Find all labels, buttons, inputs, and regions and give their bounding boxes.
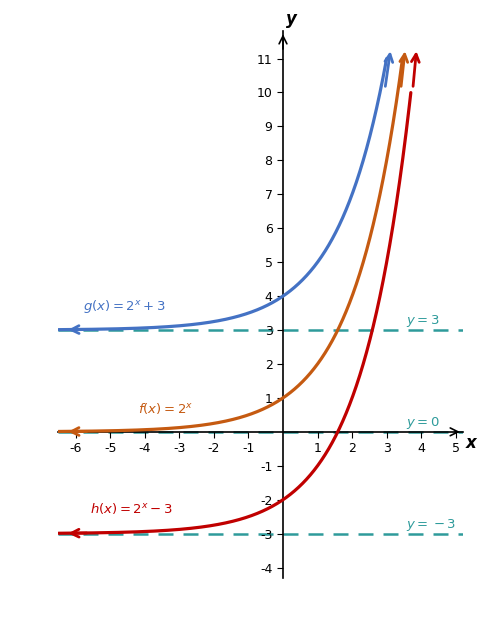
Text: $g(x) = 2^x + 3$: $g(x) = 2^x + 3$: [83, 298, 166, 315]
Text: $y = 0$: $y = 0$: [406, 414, 440, 431]
Text: $f(x) = 2^x$: $f(x) = 2^x$: [138, 401, 193, 416]
Text: x: x: [466, 433, 477, 452]
Text: $h(x) = 2^x - 3$: $h(x) = 2^x - 3$: [90, 501, 172, 516]
Text: y: y: [286, 10, 298, 28]
Text: $y = -3$: $y = -3$: [406, 517, 456, 533]
Text: $y = 3$: $y = 3$: [406, 313, 439, 329]
